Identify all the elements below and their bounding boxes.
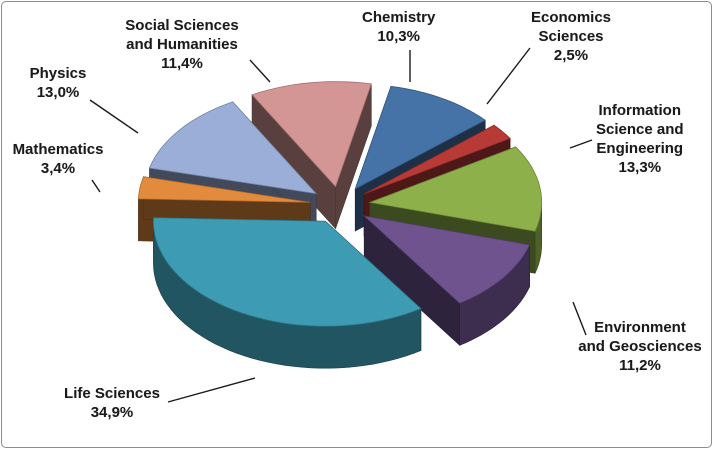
label-information-line3: Engineering	[596, 140, 684, 157]
leader-line-5	[91, 179, 101, 193]
label-mathematics-name: Mathematics	[12, 141, 104, 158]
label-social-value: 11,4%	[161, 55, 203, 72]
leader-line-3	[572, 301, 587, 336]
leader-line-1	[486, 47, 531, 105]
leader-line-6	[89, 99, 139, 134]
label-chemistry-value: 10,3%	[377, 28, 420, 45]
pie-slice-top	[368, 146, 543, 232]
label-physics: Physics 13,0%	[19, 64, 97, 102]
pie-slice-top	[362, 215, 531, 304]
label-physics-value: 13,0%	[36, 84, 80, 101]
leader-line-2	[569, 139, 593, 149]
label-environment-line1: Environment	[594, 319, 686, 336]
label-social-line1: Social Sciences	[125, 17, 239, 34]
label-information-line1: Information	[598, 102, 682, 119]
pie-slice-top	[251, 81, 372, 188]
label-information-value: 13,3%	[618, 159, 662, 176]
label-environment-value: 11,2%	[619, 357, 661, 374]
label-life-sciences: Life Sciences 34,9%	[62, 384, 162, 422]
pie-slice-top	[148, 101, 318, 195]
label-social-sciences: Social Sciences and Humanities 11,4%	[114, 16, 250, 73]
label-chemistry-name: Chemistry	[362, 9, 436, 26]
label-economics-line2: Sciences	[538, 28, 604, 45]
leader-line-7	[249, 59, 271, 83]
label-economics-line1: Economics	[530, 9, 612, 26]
label-information-line2: Science and	[596, 121, 684, 138]
label-life-sciences-name: Life Sciences	[64, 385, 160, 402]
label-mathematics: Mathematics 3,4%	[6, 140, 110, 178]
label-environment-line2: and Geosciences	[578, 338, 702, 355]
label-economics-sciences: Economics Sciences 2,5%	[526, 8, 616, 65]
label-information-science: Information Science and Engineering 13,3…	[596, 101, 684, 177]
pie-slice-top	[363, 124, 511, 195]
label-physics-name: Physics	[29, 65, 87, 82]
label-social-line2: and Humanities	[126, 36, 238, 53]
pie-slice-top	[152, 217, 422, 327]
leader-line-4	[167, 377, 256, 403]
pie-slice-top	[137, 176, 311, 203]
label-environment-geosciences: Environment and Geosciences 11,2%	[571, 318, 709, 375]
pie-slice-top	[354, 85, 486, 190]
label-chemistry: Chemistry 10,3%	[362, 8, 435, 46]
pie-slice-life-sciences	[152, 217, 422, 369]
pie-slice-environment-and-geosciences	[362, 215, 531, 346]
label-mathematics-value: 3,4%	[40, 160, 76, 177]
label-economics-value: 2,5%	[553, 47, 589, 64]
label-life-sciences-value: 34,9%	[90, 404, 134, 421]
